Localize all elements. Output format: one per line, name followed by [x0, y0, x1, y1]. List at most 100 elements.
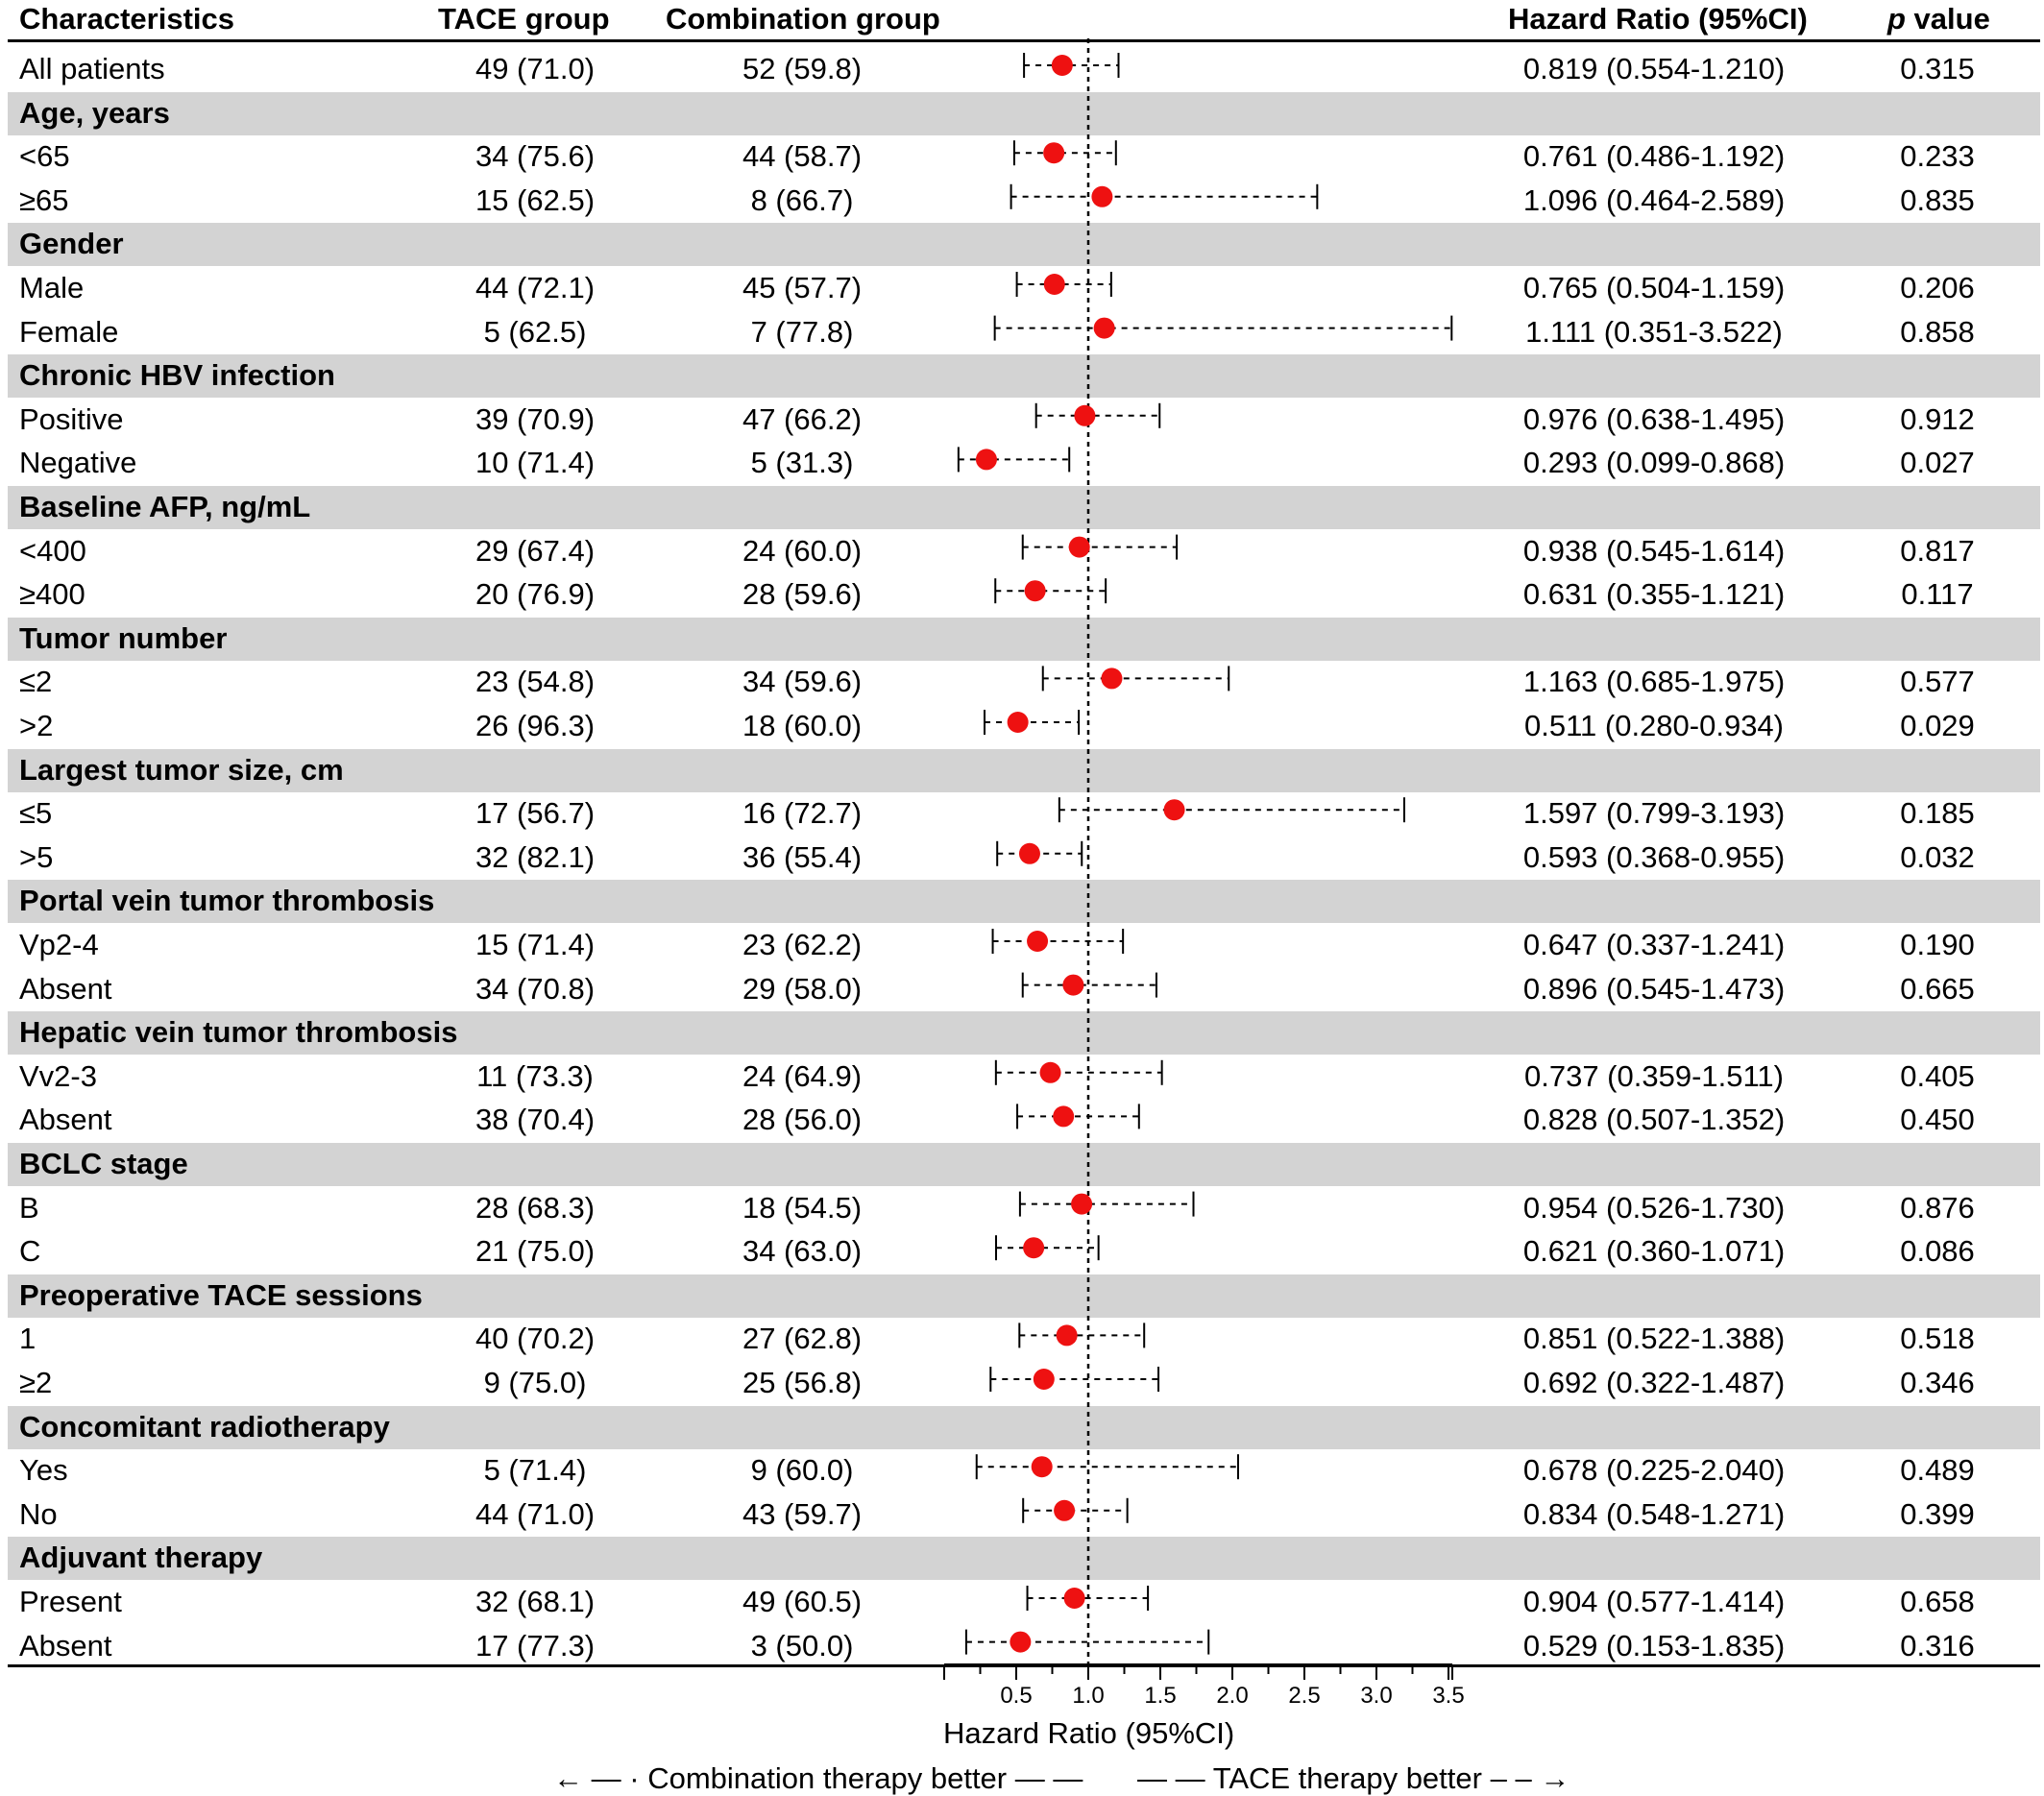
- combination-count: 24 (64.9): [742, 1058, 863, 1093]
- row-label: All patients: [19, 52, 165, 85]
- combination-count: 24 (60.0): [742, 533, 863, 568]
- hr-point: [1039, 1061, 1061, 1083]
- tace-count: 39 (70.9): [474, 401, 596, 436]
- hazard-ratio-text: 1.111 (0.351-3.522): [1525, 314, 1783, 349]
- tace-count: 32 (68.1): [474, 1585, 596, 1618]
- header-characteristics: Characteristics: [19, 2, 235, 36]
- p-value: 0.032: [1900, 839, 1975, 874]
- p-value: 0.405: [1900, 1058, 1975, 1093]
- tace-count: 10 (71.4): [474, 446, 596, 480]
- p-value: 0.399: [1900, 1496, 1975, 1531]
- combination-count: 18 (60.0): [742, 709, 863, 742]
- row-label: C: [19, 1234, 41, 1269]
- hazard-ratio-text: 0.293 (0.099-0.868): [1522, 446, 1786, 480]
- tace-count: 28 (68.3): [474, 1190, 596, 1225]
- tace-count: 9 (75.0): [483, 1366, 587, 1399]
- group-label: Preoperative TACE sessions: [19, 1277, 423, 1312]
- group-label: Concomitant radiotherapy: [19, 1409, 390, 1444]
- p-value: 0.027: [1900, 446, 1975, 480]
- row-label: Absent: [19, 1103, 112, 1137]
- row-label: B: [19, 1190, 39, 1225]
- left-dash-1: — ·: [591, 1761, 640, 1795]
- tace-count: 23 (54.8): [474, 665, 596, 699]
- hazard-ratio-text: 0.678 (0.225-2.040): [1522, 1453, 1786, 1488]
- group-label: Hepatic vein tumor thrombosis: [19, 1015, 458, 1050]
- p-value: 0.316: [1900, 1628, 1975, 1663]
- tace-count: 38 (70.4): [474, 1103, 596, 1137]
- p-value: 0.665: [1900, 971, 1975, 1006]
- hr-point: [1068, 536, 1090, 558]
- hazard-ratio-text: 0.529 (0.153-1.835): [1522, 1628, 1786, 1663]
- combination-count: 47 (66.2): [742, 401, 863, 436]
- group-label: Age, years: [19, 95, 170, 130]
- row-label: Present: [19, 1585, 122, 1618]
- group-label: Largest tumor size, cm: [19, 752, 344, 787]
- row-label: ≥2: [19, 1366, 53, 1399]
- tace-count: 40 (70.2): [474, 1322, 596, 1356]
- tace-count: 11 (73.3): [476, 1058, 594, 1093]
- hazard-ratio-text: 0.954 (0.526-1.730): [1522, 1190, 1786, 1225]
- group-label: Portal vein tumor thrombosis: [19, 884, 435, 918]
- tace-count: 44 (71.0): [474, 1496, 596, 1531]
- tace-count: 21 (75.0): [474, 1234, 596, 1269]
- hazard-ratio-text: 0.976 (0.638-1.495): [1522, 401, 1786, 436]
- hazard-ratio-text: 0.834 (0.548-1.271): [1522, 1496, 1786, 1531]
- combination-count: 43 (59.7): [742, 1496, 863, 1531]
- combination-count: 27 (62.8): [742, 1322, 863, 1356]
- hazard-ratio-text: 0.631 (0.355-1.121): [1522, 577, 1786, 612]
- tace-count: 5 (71.4): [483, 1453, 587, 1488]
- tace-count: 17 (56.7): [474, 796, 596, 831]
- row-label: Female: [19, 314, 119, 349]
- combination-count: 7 (77.8): [750, 314, 854, 349]
- row-label: No: [19, 1496, 58, 1531]
- tace-count: 29 (67.4): [474, 533, 596, 568]
- row-label: Absent: [19, 1628, 112, 1663]
- row-label: >2: [19, 709, 54, 742]
- row-label: Vp2-4: [19, 928, 99, 961]
- hr-point: [1010, 1631, 1032, 1653]
- row-label: ≥400: [19, 577, 85, 612]
- hazard-ratio-text: 0.765 (0.504-1.159): [1522, 271, 1786, 304]
- combination-count: 3 (50.0): [750, 1628, 854, 1663]
- hazard-ratio-text: 0.851 (0.522-1.388): [1522, 1322, 1786, 1356]
- hr-point: [1007, 712, 1029, 733]
- group-band: [8, 617, 2040, 661]
- hr-point: [1027, 931, 1049, 952]
- p-value: 0.835: [1900, 182, 1975, 217]
- p-value: 0.190: [1900, 928, 1975, 961]
- x-tick-label: 1.0: [1072, 1683, 1104, 1709]
- group-band: [8, 748, 2040, 792]
- p-value: 0.086: [1900, 1234, 1975, 1269]
- p-value: 0.658: [1900, 1585, 1975, 1618]
- combination-count: 36 (55.4): [742, 839, 863, 874]
- p-value: 0.206: [1900, 271, 1975, 304]
- hr-point: [1031, 1456, 1053, 1478]
- hazard-ratio-text: 0.904 (0.577-1.414): [1522, 1585, 1786, 1618]
- left-dash-2: — —: [1014, 1761, 1083, 1795]
- p-value: 0.185: [1900, 796, 1975, 831]
- header-hazard-ratio: Hazard Ratio (95%CI): [1508, 2, 1808, 36]
- left-arrow-icon: ←: [553, 1761, 583, 1795]
- x-tick-label: 2.0: [1216, 1683, 1248, 1709]
- p-value: 0.577: [1900, 665, 1975, 699]
- row-label: Vv2-3: [19, 1058, 97, 1093]
- hr-point: [1043, 142, 1065, 164]
- row-label: ≤2: [19, 665, 53, 699]
- combination-count: 34 (63.0): [742, 1234, 863, 1269]
- tace-count: 20 (76.9): [474, 577, 596, 612]
- group-label: Chronic HBV infection: [19, 358, 335, 393]
- hr-point: [1043, 274, 1065, 295]
- p-value: 0.450: [1900, 1103, 1975, 1137]
- combination-count: 23 (62.2): [742, 928, 863, 961]
- footer-left: ← — · Combination therapy better — —: [553, 1761, 1083, 1796]
- hazard-ratio-text: 0.828 (0.507-1.352): [1522, 1103, 1786, 1137]
- hr-point: [975, 449, 997, 471]
- combination-count: 25 (56.8): [742, 1366, 863, 1399]
- row-label: <400: [19, 533, 86, 568]
- hazard-ratio-text: 0.737 (0.359-1.511): [1523, 1058, 1785, 1093]
- p-value: 0.489: [1900, 1453, 1975, 1488]
- header-combination-group: Combination group: [666, 2, 940, 36]
- row-label: Absent: [19, 971, 112, 1006]
- hazard-ratio-text: 0.896 (0.545-1.473): [1522, 971, 1786, 1006]
